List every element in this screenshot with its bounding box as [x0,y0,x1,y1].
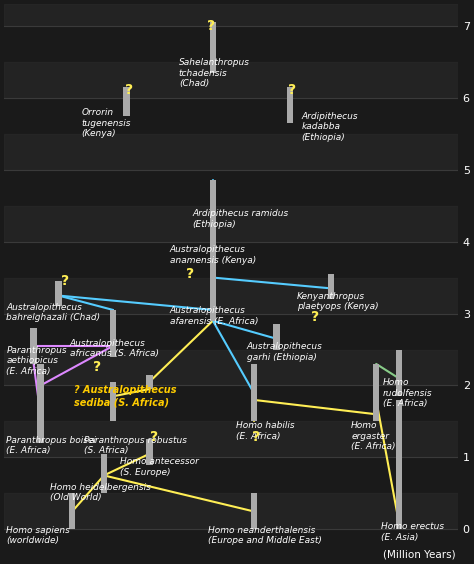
Bar [55,281,62,306]
Text: Homo
rudolfensis
(E. Africa): Homo rudolfensis (E. Africa) [383,378,433,408]
Bar [373,364,379,421]
Bar [251,364,257,421]
Text: Australopithecus
africanus (S. Africa): Australopithecus africanus (S. Africa) [70,339,159,358]
Bar [251,494,257,530]
Text: ?: ? [288,83,296,98]
Bar [4,421,458,457]
Bar [396,400,402,530]
Text: Australopithecus
garhi (Ethiopia): Australopithecus garhi (Ethiopia) [247,342,323,362]
Bar [146,374,153,389]
Text: Homo
ergaster
(E. Africa): Homo ergaster (E. Africa) [351,421,396,451]
Bar [210,223,216,252]
Text: Paranthropus boisei
(E. Africa): Paranthropus boisei (E. Africa) [7,436,96,455]
Text: ?: ? [61,274,70,288]
Bar [110,382,116,421]
Bar [287,87,293,123]
Text: Homo antecessor
(S. Europe): Homo antecessor (S. Europe) [120,457,199,477]
Text: Kenyanthropus
plaetyops (Kenya): Kenyanthropus plaetyops (Kenya) [297,292,378,311]
Bar [101,454,107,494]
Bar [30,328,37,364]
Text: ? Australopithecus
sediba (S. Africa): ? Australopithecus sediba (S. Africa) [74,386,177,407]
Text: Australopithecus
afarensis (E. Africa): Australopithecus afarensis (E. Africa) [170,306,258,326]
Text: ?: ? [252,430,260,444]
Bar [4,277,458,314]
Text: ?: ? [311,310,319,324]
Text: Paranthropus robustus
(S. Africa): Paranthropus robustus (S. Africa) [83,436,187,455]
Text: ?: ? [186,267,194,281]
Bar [4,61,458,98]
Text: Homo habilis
(E. Africa): Homo habilis (E. Africa) [236,421,294,441]
Bar [4,134,458,170]
Text: ?: ? [125,83,133,98]
Text: Orrorin
tugenensis
(Kenya): Orrorin tugenensis (Kenya) [82,108,131,138]
Bar [4,350,458,386]
Bar [146,439,153,465]
Bar [273,324,280,350]
Text: (Million Years): (Million Years) [383,549,456,559]
Bar [396,350,402,396]
Text: Paranthropus
aethiopicus
(E. Africa): Paranthropus aethiopicus (E. Africa) [7,346,67,376]
Text: ?: ? [150,430,158,444]
Text: Sahelanthropus
tchadensis
(Chad): Sahelanthropus tchadensis (Chad) [179,58,250,88]
Text: Homo neanderthalensis
(Europe and Middle East): Homo neanderthalensis (Europe and Middle… [208,526,322,545]
Text: Australopithecus
bahrelghazali (Chad): Australopithecus bahrelghazali (Chad) [7,303,100,322]
Text: Ardipithecus ramidus
(Ethiopia): Ardipithecus ramidus (Ethiopia) [192,209,289,228]
Bar [210,22,216,73]
Bar [69,494,75,530]
Bar [124,87,130,116]
Text: Australopithecus
anamensis (Kenya): Australopithecus anamensis (Kenya) [170,245,256,265]
Text: Homo erectus
(E. Asia): Homo erectus (E. Asia) [381,522,444,541]
Bar [210,252,216,321]
Bar [210,180,216,223]
Text: Ardipithecus
kadabba
(Ethiopia): Ardipithecus kadabba (Ethiopia) [301,112,358,142]
Text: Homo sapiens
(worldwide): Homo sapiens (worldwide) [7,526,70,545]
Bar [37,364,44,443]
Text: ?: ? [93,360,101,374]
Text: ?: ? [207,19,215,33]
Bar [4,494,458,530]
Text: Homo heidelbergensis
(Old World): Homo heidelbergensis (Old World) [50,483,150,502]
Bar [4,206,458,241]
Bar [110,310,116,356]
Bar [4,4,458,26]
Bar [328,274,334,299]
